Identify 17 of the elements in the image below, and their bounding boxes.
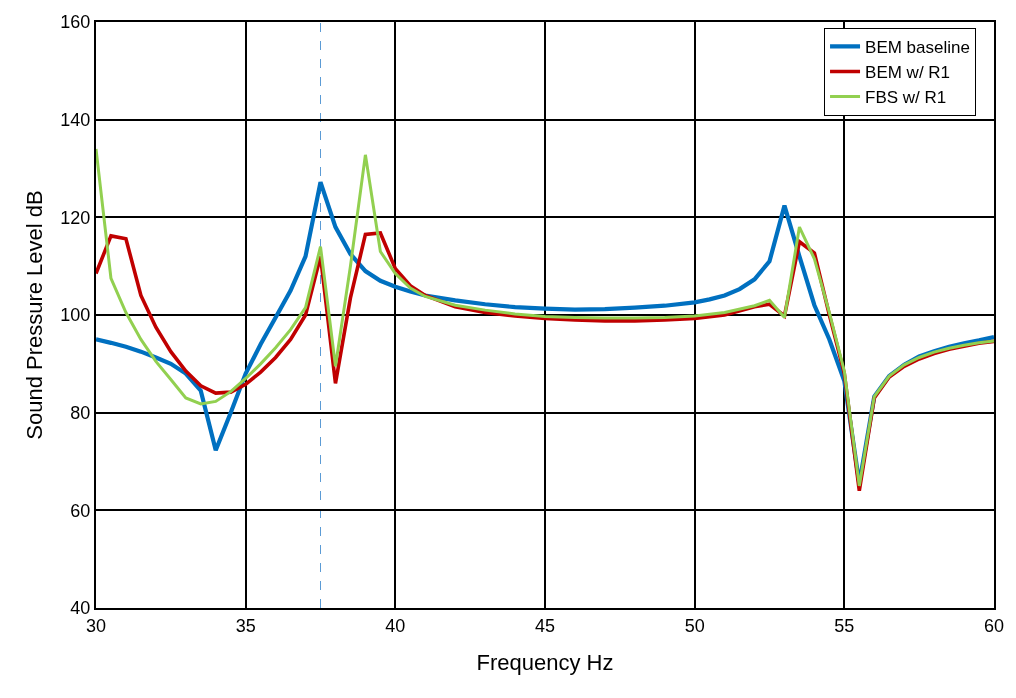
x-tick-label: 45 <box>534 615 556 636</box>
legend-label: BEM baseline <box>865 38 970 58</box>
x-tick-label: 50 <box>684 615 705 636</box>
y-tick-label: 60 <box>70 500 91 521</box>
x-tick-label: 55 <box>834 615 855 636</box>
y-axis-title: Sound Pressure Level dB <box>21 190 47 440</box>
y-tick-label: 160 <box>60 12 91 33</box>
x-tick-label: 35 <box>235 615 256 636</box>
legend-label: BEM w/ R1 <box>865 63 951 83</box>
y-tick-label: 120 <box>60 207 91 228</box>
y-tick-label: 100 <box>60 305 91 326</box>
x-axis-title: Frequency Hz <box>476 650 614 675</box>
y-tick-label: 80 <box>70 402 91 423</box>
legend-label: FBS w/ R1 <box>865 88 947 108</box>
x-tick-label: 40 <box>385 615 406 636</box>
y-tick-label: 140 <box>60 109 91 130</box>
x-tick-label: 60 <box>983 615 1005 636</box>
